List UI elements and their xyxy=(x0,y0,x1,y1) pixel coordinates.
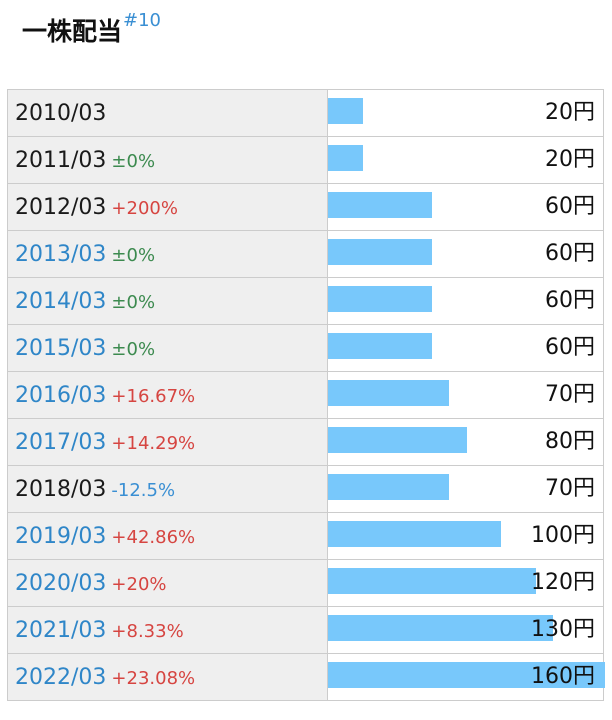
change-percent: +200% xyxy=(111,197,178,219)
dividend-value-label: 60円 xyxy=(545,335,595,360)
change-percent: +14.29% xyxy=(111,432,196,454)
dividend-value-label: 70円 xyxy=(545,476,595,501)
bar-cell: 130円 xyxy=(327,606,604,654)
bar-cell: 100円 xyxy=(327,512,604,560)
dividend-bar xyxy=(328,145,363,171)
dividend-value-label: 130円 xyxy=(531,617,595,642)
fiscal-period-label[interactable]: 2021/03 xyxy=(15,617,107,643)
dividend-value-label: 60円 xyxy=(545,194,595,219)
table-row: 2017/03 +14.29% 80円 xyxy=(7,418,604,466)
dividend-bar xyxy=(328,662,605,688)
year-cell: 2018/03 -12.5% xyxy=(7,465,328,513)
dividend-value-label: 20円 xyxy=(545,147,595,172)
dividend-bar xyxy=(328,427,467,453)
bar-cell: 80円 xyxy=(327,418,604,466)
table-row: 2018/03 -12.5% 70円 xyxy=(7,465,604,513)
table-row: 2019/03 +42.86% 100円 xyxy=(7,512,604,560)
bar-cell: 60円 xyxy=(327,183,604,231)
change-percent: +20% xyxy=(111,573,167,595)
fiscal-period-label[interactable]: 2013/03 xyxy=(15,241,107,267)
bar-cell: 20円 xyxy=(327,89,604,137)
fiscal-period-label[interactable]: 2015/03 xyxy=(15,335,107,361)
change-percent: +23.08% xyxy=(111,667,196,689)
change-percent: ±0% xyxy=(111,244,156,266)
dividend-table-body: 2010/03 20円 2011/03 ±0% 20円 2012/03 +200% 60円 20… xyxy=(7,89,605,701)
bar-cell: 60円 xyxy=(327,230,604,278)
fiscal-period-label: 2011/03 xyxy=(15,147,107,173)
bar-cell: 60円 xyxy=(327,277,604,325)
table-row: 2021/03 +8.33% 130円 xyxy=(7,606,604,654)
year-cell: 2021/03 +8.33% xyxy=(7,606,328,654)
change-percent: ±0% xyxy=(111,150,156,172)
table-row: 2010/03 20円 xyxy=(7,89,604,137)
fiscal-period-label[interactable]: 2017/03 xyxy=(15,429,107,455)
dividend-bar xyxy=(328,615,553,641)
fiscal-period-label[interactable]: 2020/03 xyxy=(15,570,107,596)
fiscal-period-label: 2018/03 xyxy=(15,476,107,502)
bar-cell: 20円 xyxy=(327,136,604,184)
dividend-table: 2010/03 20円 2011/03 ±0% 20円 2012/03 +200% 60円 20… xyxy=(7,89,605,701)
dividend-value-label: 160円 xyxy=(531,664,595,689)
year-cell: 2016/03 +16.67% xyxy=(7,371,328,419)
bar-cell: 120円 xyxy=(327,559,604,607)
table-row: 2016/03 +16.67% 70円 xyxy=(7,371,604,419)
table-row: 2014/03 ±0% 60円 xyxy=(7,277,604,325)
dividend-bar xyxy=(328,239,432,265)
year-cell: 2010/03 xyxy=(7,89,328,137)
fiscal-period-label[interactable]: 2022/03 xyxy=(15,664,107,690)
table-row: 2011/03 ±0% 20円 xyxy=(7,136,604,184)
year-cell: 2019/03 +42.86% xyxy=(7,512,328,560)
bar-cell: 70円 xyxy=(327,371,604,419)
table-row: 2015/03 ±0% 60円 xyxy=(7,324,604,372)
fiscal-period-label[interactable]: 2019/03 xyxy=(15,523,107,549)
dividend-bar xyxy=(328,568,536,594)
dividend-bar xyxy=(328,98,363,124)
year-cell: 2012/03 +200% xyxy=(7,183,328,231)
bar-cell: 60円 xyxy=(327,324,604,372)
change-percent: +8.33% xyxy=(111,620,184,642)
year-cell: 2014/03 ±0% xyxy=(7,277,328,325)
table-row: 2020/03 +20% 120円 xyxy=(7,559,604,607)
change-percent: +16.67% xyxy=(111,385,196,407)
fiscal-period-label[interactable]: 2014/03 xyxy=(15,288,107,314)
year-cell: 2017/03 +14.29% xyxy=(7,418,328,466)
fiscal-period-label: 2010/03 xyxy=(15,100,107,126)
year-cell: 2013/03 ±0% xyxy=(7,230,328,278)
year-cell: 2011/03 ±0% xyxy=(7,136,328,184)
fiscal-period-label[interactable]: 2016/03 xyxy=(15,382,107,408)
change-percent: ±0% xyxy=(111,291,156,313)
page-title: 一株配当 xyxy=(22,17,123,46)
year-cell: 2020/03 +20% xyxy=(7,559,328,607)
dividend-value-label: 70円 xyxy=(545,382,595,407)
title-anchor-link[interactable]: #10 xyxy=(123,10,162,31)
change-percent: +42.86% xyxy=(111,526,196,548)
dividend-value-label: 60円 xyxy=(545,241,595,266)
dividend-value-label: 80円 xyxy=(545,429,595,454)
dividend-bar xyxy=(328,286,432,312)
bar-cell: 160円 xyxy=(327,653,605,701)
dividend-bar xyxy=(328,333,432,359)
table-row: 2022/03 +23.08% 160円 xyxy=(7,653,605,701)
year-cell: 2022/03 +23.08% xyxy=(7,653,328,701)
dividend-bar xyxy=(328,192,432,218)
bar-cell: 70円 xyxy=(327,465,604,513)
dividend-value-label: 20円 xyxy=(545,100,595,125)
change-percent: ±0% xyxy=(111,338,156,360)
table-row: 2013/03 ±0% 60円 xyxy=(7,230,604,278)
change-percent: -12.5% xyxy=(111,479,176,501)
dividend-bar xyxy=(328,380,449,406)
dividend-value-label: 60円 xyxy=(545,288,595,313)
year-cell: 2015/03 ±0% xyxy=(7,324,328,372)
dividend-value-label: 120円 xyxy=(531,570,595,595)
dividend-bar xyxy=(328,521,501,547)
chart-header: 一株配当#10 xyxy=(22,12,161,52)
fiscal-period-label: 2012/03 xyxy=(15,194,107,220)
table-row: 2012/03 +200% 60円 xyxy=(7,183,604,231)
dividend-value-label: 100円 xyxy=(531,523,595,548)
dividend-bar xyxy=(328,474,449,500)
